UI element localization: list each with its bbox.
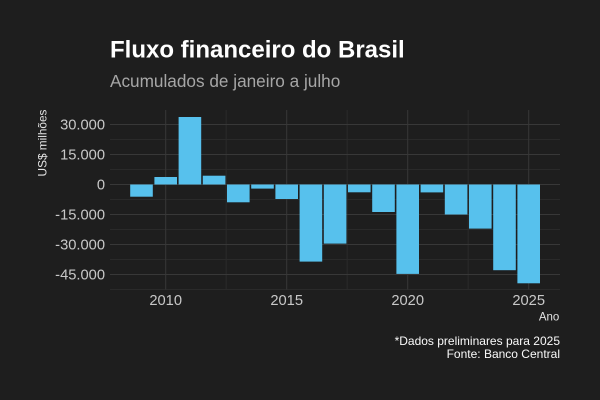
svg-text:30.000: 30.000 [60,118,105,134]
svg-text:*Dados preliminares para 2025: *Dados preliminares para 2025 [395,334,561,348]
svg-text:2010: 2010 [149,293,182,309]
svg-text:0: 0 [97,178,105,194]
svg-text:Ano: Ano [539,311,559,323]
svg-text:2015: 2015 [270,293,303,309]
svg-text:-15.000: -15.000 [55,208,105,224]
svg-text:US$ milhões: US$ milhões [36,109,50,176]
svg-text:Fonte: Banco Central: Fonte: Banco Central [447,347,560,361]
svg-text:Acumulados de janeiro a julho: Acumulados de janeiro a julho [110,71,340,91]
svg-text:15.000: 15.000 [60,148,105,164]
svg-text:-30.000: -30.000 [55,238,105,254]
svg-text:-45.000: -45.000 [55,268,105,284]
svg-text:Fluxo financeiro do Brasil: Fluxo financeiro do Brasil [110,37,405,64]
svg-text:2025: 2025 [512,293,545,309]
svg-text:2020: 2020 [391,293,424,309]
